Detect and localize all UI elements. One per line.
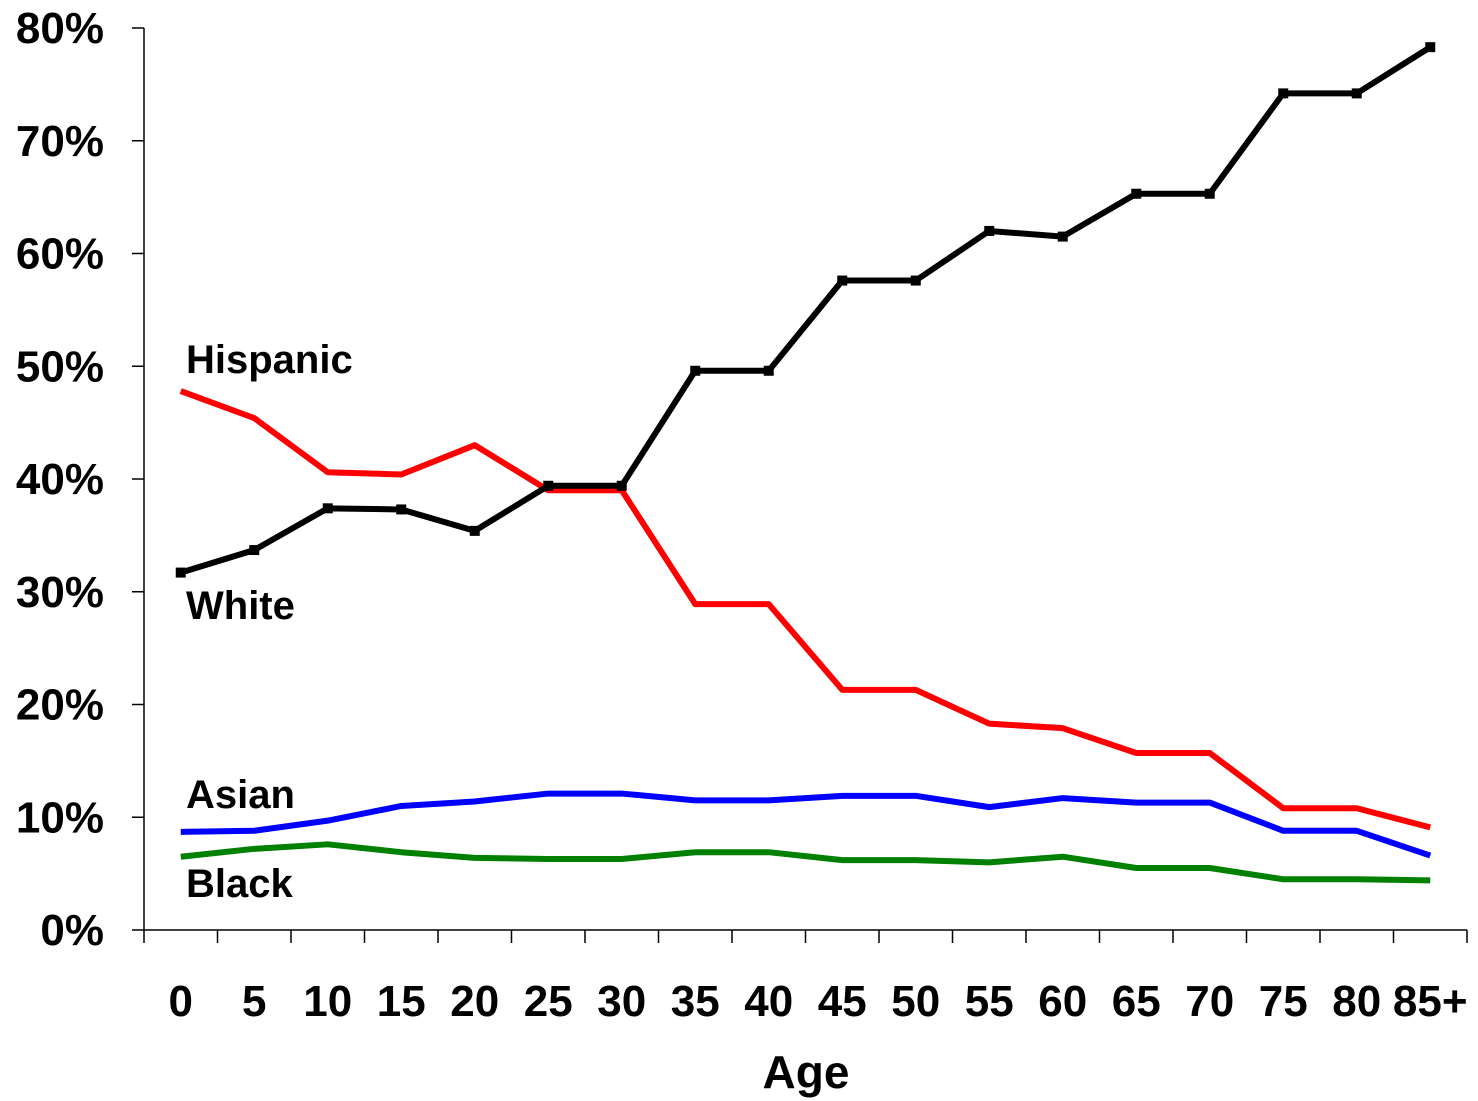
x-tick-label: 60 [1038,977,1087,1026]
data-point-white [763,365,774,376]
series-label-asian: Asian [186,773,295,817]
y-tick-label: 60% [16,230,104,279]
x-ticks: 0 5 10 15 20 25 30 35 40 45 50 55 60 65 70 75 80 85+ [143,930,1468,1026]
y-tick-label: 30% [16,568,104,617]
series-line-hispanic [179,388,1432,831]
x-tick-label: 40 [744,977,793,1026]
series-labels: White Hispanic Asian Black [186,338,353,906]
data-point-white [396,504,407,515]
x-tick-label: 0 [169,977,193,1026]
data-point-white [175,567,186,578]
data-point-white [910,275,921,286]
x-tick-label: 75 [1259,977,1308,1026]
x-tick-label: 70 [1185,977,1234,1026]
x-tick-label: 25 [524,977,573,1026]
y-tick-label: 10% [16,793,104,842]
y-tick-label: 40% [16,455,104,504]
data-point-white [1057,231,1068,242]
data-point-white [1204,188,1215,199]
series-label-hispanic: Hispanic [186,338,353,382]
data-point-white [616,480,627,491]
x-tick-label: 50 [891,977,940,1026]
y-tick-label: 80% [16,4,104,53]
data-point-white [984,225,995,236]
x-tick-label: 35 [671,977,720,1026]
series-label-white: White [186,584,295,628]
series-label-black: Black [186,862,293,906]
data-point-white [1425,42,1436,53]
x-tick-label: 80 [1332,977,1381,1026]
data-point-white [543,480,554,491]
x-tick-label: 45 [818,977,867,1026]
x-tick-label: 5 [242,977,266,1026]
data-point-white [1278,88,1289,99]
y-ticks: 0% 10% 20% 30% 40% 50% 60% 70% 80% [16,4,144,955]
data-point-white [837,275,848,286]
data-point-white [690,365,701,376]
x-tick-label: 15 [377,977,426,1026]
series-line-black [180,841,1431,884]
series-group [175,42,1436,884]
data-point-white [1351,88,1362,99]
data-point-white [249,545,260,556]
data-point-white [469,525,480,536]
series-line-white [179,44,1432,576]
data-point-white [1131,188,1142,199]
x-tick-label: 65 [1112,977,1161,1026]
y-tick-label: 0% [40,906,104,955]
data-point-white [322,503,333,514]
x-tick-label: 85+ [1393,977,1468,1026]
axes: 0% 10% 20% 30% 40% 50% 60% 70% 80% 0 5 10 15 20 25 30 3… [16,4,1468,1026]
y-tick-label: 50% [16,342,104,391]
x-tick-label: 55 [965,977,1014,1026]
x-axis-title: Age [763,1046,850,1098]
series-line-asian [180,790,1432,859]
x-tick-label: 30 [597,977,646,1026]
y-tick-label: 70% [16,117,104,166]
x-tick-label: 20 [450,977,499,1026]
y-tick-label: 20% [16,681,104,730]
x-tick-label: 10 [303,977,352,1026]
